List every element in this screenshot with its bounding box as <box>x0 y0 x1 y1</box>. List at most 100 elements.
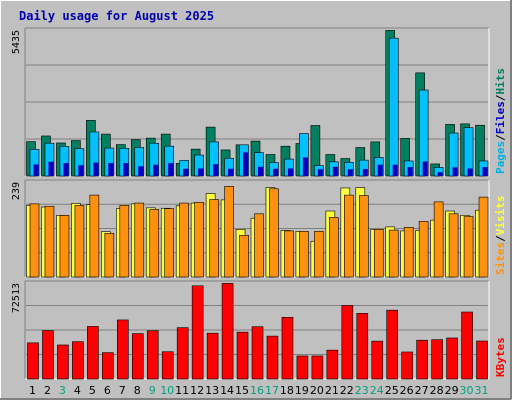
bar-pages <box>422 161 428 176</box>
bar-sites <box>269 188 279 278</box>
bar-pages <box>213 164 219 176</box>
legend: Pages/Files/Hits <box>494 68 507 174</box>
bar-sites <box>448 213 459 278</box>
bar-kbytes <box>476 340 488 380</box>
x-tick-label: 27 <box>415 384 429 397</box>
bar-kbytes <box>401 351 413 380</box>
bar-kbytes <box>57 344 69 380</box>
x-tick-label: 30 <box>460 384 474 397</box>
panel-kbytes: 72513 KBytes <box>11 280 507 380</box>
x-tick-label: 24 <box>370 384 384 397</box>
bar-pages <box>63 163 69 176</box>
bar-kbytes <box>146 330 159 380</box>
x-tick-label: 21 <box>325 384 339 397</box>
bar-kbytes <box>461 311 473 380</box>
x-tick-label: 20 <box>310 384 324 397</box>
bar-pages <box>377 164 383 176</box>
legend: Sites/Visits <box>494 196 507 276</box>
legend-entry: / <box>494 235 507 242</box>
bar-kbytes <box>131 333 144 380</box>
bar-kbytes <box>296 355 309 380</box>
x-tick-label: 7 <box>119 384 126 397</box>
x-axis-labels: 1 2 3 4 5 6 7 8 9 10 11 12 13 14 15 16 17 18 19 20 21 22 23 24 2… <box>29 384 489 397</box>
bar-pages <box>93 162 99 176</box>
x-tick-label: 13 <box>205 384 219 397</box>
x-tick-label: 10 <box>160 384 174 397</box>
bar-pages <box>362 169 368 176</box>
bar-sites <box>329 217 339 278</box>
bar-pages <box>78 165 84 176</box>
bar-sites <box>44 205 55 278</box>
bar-sites <box>314 230 324 278</box>
x-tick-label: 31 <box>475 384 489 397</box>
bar-sites <box>358 195 369 278</box>
bar-sites <box>418 221 429 278</box>
x-tick-label: 26 <box>400 384 414 397</box>
bar-kbytes <box>416 339 428 380</box>
bar-pages <box>108 163 114 176</box>
bar-sites <box>373 229 384 278</box>
bar-kbytes <box>341 305 354 380</box>
y-max-label: 72513 <box>11 283 22 313</box>
legend: KBytes <box>494 337 507 377</box>
legend-entry: / <box>494 94 507 101</box>
bar-sites <box>463 216 474 278</box>
bar-kbytes <box>326 349 339 380</box>
bar-kbytes <box>27 342 39 380</box>
bar-pages <box>198 168 204 176</box>
bar-sites <box>209 199 219 278</box>
bar-sites <box>224 186 234 278</box>
bar-sites <box>194 201 204 278</box>
bar-kbytes <box>446 337 458 380</box>
bar-sites <box>254 213 264 278</box>
x-tick-label: 9 <box>149 384 156 397</box>
x-tick-label: 15 <box>235 384 249 397</box>
bar-sites <box>299 230 309 278</box>
bar-pages <box>272 168 278 176</box>
bar-sites <box>59 215 70 278</box>
x-tick-label: 25 <box>385 384 399 397</box>
bar-sites <box>403 227 414 278</box>
bar-pages <box>317 169 323 176</box>
legend-entry: Hits <box>494 68 507 95</box>
bar-pages <box>332 166 338 176</box>
x-tick-label: 8 <box>134 384 141 397</box>
bar-sites <box>89 194 100 278</box>
y-max-label: 5435 <box>11 30 22 54</box>
x-tick-label: 28 <box>430 384 444 397</box>
bar-kbytes <box>251 326 264 380</box>
bar-kbytes <box>72 341 84 380</box>
legend-entry: KBytes <box>494 337 507 377</box>
bar-pages <box>183 168 189 176</box>
bar-sites <box>239 234 249 278</box>
bar-pages <box>48 161 54 176</box>
x-tick-label: 4 <box>74 384 81 397</box>
bar-sites <box>179 202 189 278</box>
bar-kbytes <box>176 327 189 380</box>
bar-kbytes <box>161 351 174 380</box>
bar-pages <box>452 167 458 176</box>
bar-pages <box>168 163 174 176</box>
chart-panels: 5435 Pages/Files/Hits 239 Sites/Visits 72513… <box>11 27 507 380</box>
bar-sites <box>478 196 489 278</box>
bar-sites <box>119 205 130 278</box>
x-tick-label: 3 <box>59 384 66 397</box>
bar-pages <box>123 163 129 176</box>
bar-pages <box>243 152 249 176</box>
bar-kbytes <box>221 283 234 380</box>
x-tick-label: 16 <box>250 384 264 397</box>
bar-pages <box>467 168 473 176</box>
x-tick-label: 5 <box>89 384 96 397</box>
bar-pages <box>437 172 443 176</box>
legend-entry: Files <box>494 101 507 134</box>
bar-kbytes <box>206 332 219 380</box>
bar-kbytes <box>191 285 204 380</box>
panel-visits-sites: 239 Sites/Visits <box>11 179 507 278</box>
bar-pages <box>407 167 413 176</box>
y-max-label: 239 <box>11 182 22 200</box>
bar-sites <box>149 209 160 278</box>
x-tick-label: 29 <box>445 384 459 397</box>
x-tick-label: 1 <box>29 384 36 397</box>
x-tick-label: 12 <box>190 384 204 397</box>
bar-kbytes <box>311 355 324 380</box>
